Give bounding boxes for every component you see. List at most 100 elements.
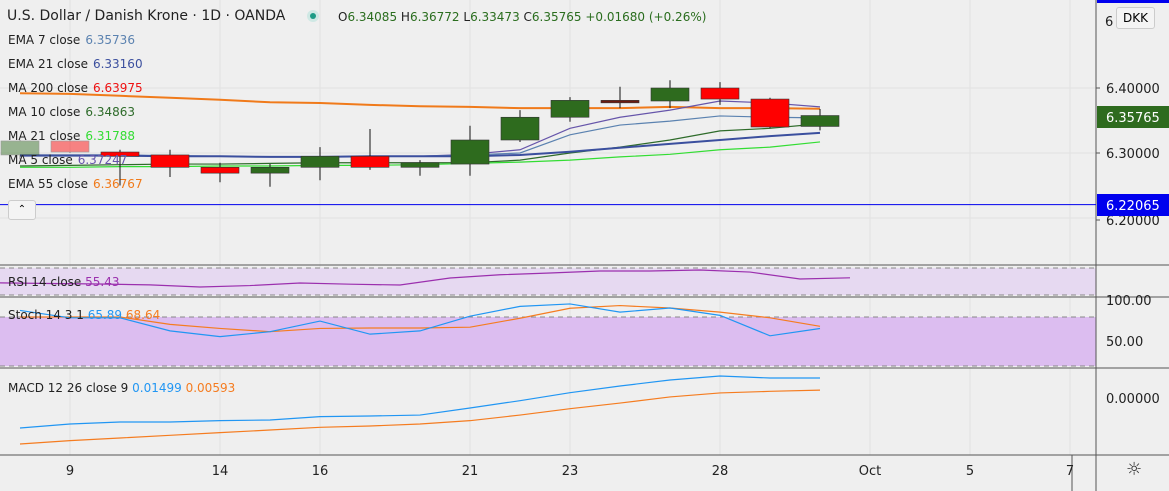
candle xyxy=(250,164,290,187)
indicator-label: EMA 21 close xyxy=(8,57,88,71)
offscreen-price-label xyxy=(1097,0,1169,3)
candle xyxy=(600,86,640,109)
time-tick-label: 28 xyxy=(712,464,729,479)
candle-body xyxy=(200,167,240,174)
high-value: 6.36772 xyxy=(409,10,460,24)
candle-body xyxy=(50,140,90,153)
time-tick-label: 14 xyxy=(212,464,229,479)
price-tick-label: 6.30000 xyxy=(1106,147,1160,162)
settings-gear-icon[interactable]: ☼ xyxy=(1126,459,1143,480)
macd-tick-label: 0.00000 xyxy=(1106,392,1160,407)
indicator-label: MA 21 close xyxy=(8,129,81,143)
rsi-legend[interactable]: RSI 14 close 55.43 xyxy=(8,275,120,289)
symbol-title[interactable]: U.S. Dollar / Danish Krone · 1D · OANDA xyxy=(7,8,286,24)
macd-legend[interactable]: MACD 12 26 close 9 0.01499 0.00593 xyxy=(8,381,235,395)
indicator-legend-row[interactable]: EMA 21 close 6.33160 xyxy=(8,57,143,71)
ohlc-readout: O6.34085 H6.36772 L6.33473 C6.35765 +0.0… xyxy=(338,10,706,24)
indicator-label: MA 10 close xyxy=(8,105,81,119)
hline-price-label: 6.22065 xyxy=(1106,199,1160,214)
indicator-legend-row[interactable]: MA 10 close 6.34863 xyxy=(8,105,135,119)
indicator-value: 6.37247 xyxy=(77,153,128,167)
candle xyxy=(200,162,240,183)
candle-body xyxy=(400,162,440,168)
hline-price-badge xyxy=(1097,194,1169,216)
indicator-label: EMA 7 close xyxy=(8,33,81,47)
price-tick-label: 6.20000 xyxy=(1106,214,1160,229)
candle-body xyxy=(600,100,640,104)
stoch-tick-label: 100.00 xyxy=(1106,294,1152,309)
candle xyxy=(400,160,440,176)
stoch-tick-label: 50.00 xyxy=(1106,335,1143,350)
stoch-band xyxy=(0,317,1096,366)
indicator-value: 6.35736 xyxy=(85,33,135,47)
macd-value: 0.01499 xyxy=(132,381,182,395)
close-value: 6.35765 xyxy=(531,10,582,24)
candle-body xyxy=(300,155,340,168)
low-label: L xyxy=(463,10,471,24)
candle xyxy=(650,80,690,109)
time-tick-label: 5 xyxy=(966,464,974,479)
candle-body xyxy=(350,155,390,168)
close-label: C xyxy=(523,10,532,24)
candle-body xyxy=(650,87,690,102)
indicator-value: 6.63975 xyxy=(93,81,143,95)
candle xyxy=(500,110,540,142)
candle-body xyxy=(500,116,540,141)
price-tick-label: 6.40000 xyxy=(1106,82,1160,97)
ma-line xyxy=(20,100,821,158)
ma-line xyxy=(19,92,821,110)
ma-line xyxy=(19,123,821,167)
time-tick-label: 7 xyxy=(1066,464,1074,479)
indicator-legend-row[interactable]: EMA 7 close 6.35736 xyxy=(8,33,135,47)
last-price-label: 6.35765 xyxy=(1106,111,1160,126)
stoch-legend[interactable]: Stoch 14 3 1 65.89 68.64 xyxy=(8,308,160,322)
candle-body xyxy=(800,115,840,127)
ma-line xyxy=(20,115,821,158)
open-value: 6.34085 xyxy=(347,10,398,24)
stoch-label: Stoch 14 3 1 xyxy=(8,308,84,322)
candle-body xyxy=(750,98,790,128)
stoch-d-value: 68.64 xyxy=(125,308,161,322)
candle-body xyxy=(700,87,740,100)
candle xyxy=(350,128,390,170)
macd-label: MACD 12 26 close 9 xyxy=(8,381,129,395)
indicator-legend-row[interactable]: MA 5 close 6.37247 xyxy=(8,153,127,167)
indicator-legend-row[interactable]: EMA 55 close 6.36767 xyxy=(8,177,143,191)
candle-body xyxy=(250,167,290,174)
indicator-legend-row[interactable]: MA 21 close 6.31788 xyxy=(8,129,135,143)
indicator-label: MA 200 close xyxy=(8,81,89,95)
price-tick-label: 6 xyxy=(1105,15,1113,30)
candle-body xyxy=(550,100,590,118)
time-tick-label: 9 xyxy=(66,464,74,479)
macd-signal-line xyxy=(19,389,821,445)
indicator-legend-row[interactable]: MA 200 close 6.63975 xyxy=(8,81,143,95)
candle xyxy=(800,108,840,131)
market-status-icon xyxy=(307,10,319,22)
candle-body xyxy=(100,151,140,157)
indicator-value: 6.34863 xyxy=(85,105,135,119)
change-value: +0.01680 (+0.26%) xyxy=(585,10,707,24)
candle xyxy=(550,97,590,122)
stoch-d-line xyxy=(20,304,821,333)
rsi-band xyxy=(0,268,1096,295)
time-tick-label: 21 xyxy=(462,464,479,479)
candle xyxy=(700,82,740,105)
indicator-label: MA 5 close xyxy=(8,153,73,167)
candle-body xyxy=(0,140,40,156)
candle xyxy=(0,140,40,160)
low-value: 6.33473 xyxy=(470,10,520,24)
time-tick-label: 23 xyxy=(562,464,579,479)
currency-button[interactable]: DKK xyxy=(1116,7,1155,29)
high-label: H xyxy=(400,10,410,24)
indicator-value: 6.36767 xyxy=(92,177,143,191)
indicator-value: 6.33160 xyxy=(92,57,143,71)
collapse-legend-button[interactable]: ⌃ xyxy=(8,200,36,220)
indicator-label: EMA 55 close xyxy=(8,177,88,191)
candle xyxy=(50,138,90,153)
candle xyxy=(100,149,140,186)
candle xyxy=(750,97,790,129)
rsi-line xyxy=(0,269,851,288)
macd-signal-value: 0.00593 xyxy=(185,381,236,395)
rsi-label: RSI 14 close xyxy=(8,275,82,289)
